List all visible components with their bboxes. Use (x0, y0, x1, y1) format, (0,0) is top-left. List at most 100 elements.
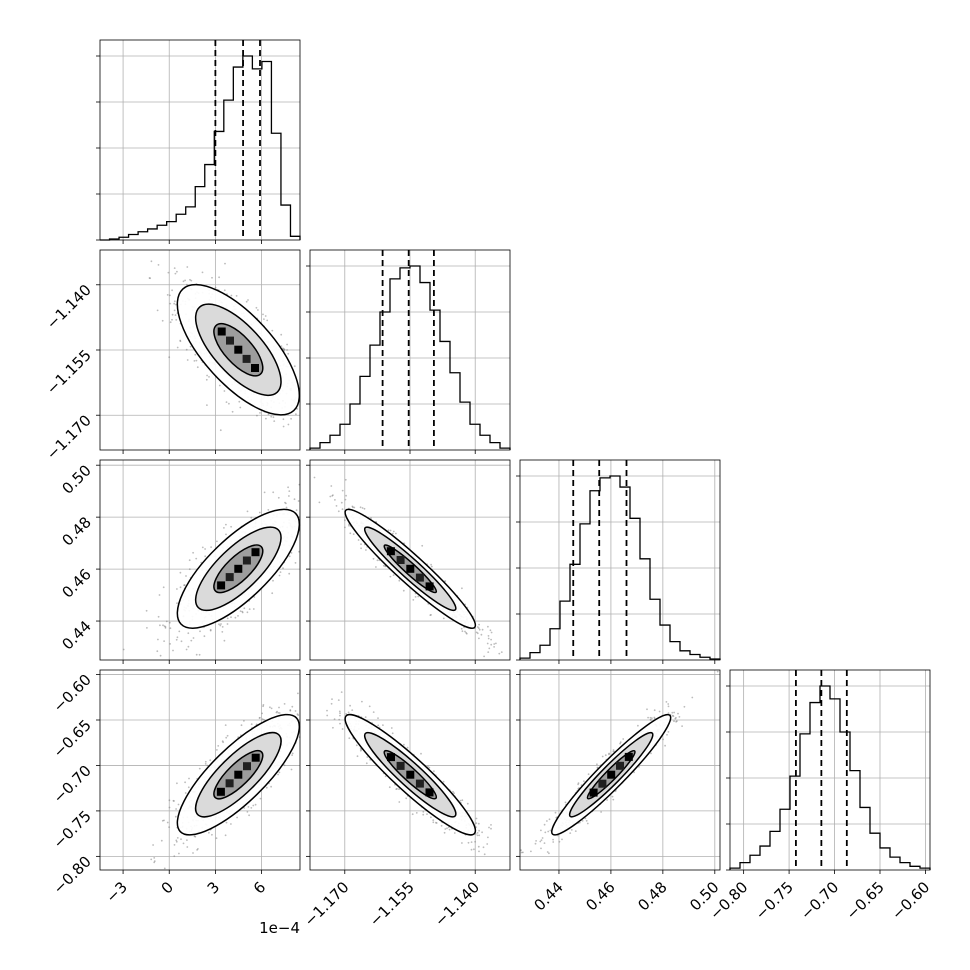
sample-point (298, 550, 300, 553)
sample-point (347, 711, 350, 714)
sample-point (258, 717, 261, 719)
y-tick-label: −1.140 (43, 281, 95, 333)
sample-point (163, 625, 166, 627)
sample-point (442, 617, 445, 620)
sample-point (475, 822, 478, 825)
sample-point (430, 565, 433, 568)
sample-point (412, 599, 415, 601)
sample-point (417, 595, 420, 598)
sample-point (176, 270, 178, 273)
sample-point (246, 811, 249, 813)
sample-point (261, 712, 263, 715)
sample-point (415, 812, 418, 814)
sample-point (122, 648, 125, 651)
sample-point (277, 496, 280, 499)
sample-point (348, 524, 350, 527)
density-cell (406, 770, 415, 779)
sample-point (480, 633, 483, 636)
sample-point (473, 848, 475, 851)
sample-point (483, 853, 486, 856)
x-tick-label: −0.70 (797, 878, 842, 923)
sample-point (349, 532, 352, 535)
sample-point (245, 300, 248, 303)
sample-point (175, 638, 178, 641)
sample-point (318, 501, 321, 504)
sample-point (422, 810, 425, 813)
sample-point (344, 526, 346, 529)
sample-point (488, 826, 490, 829)
sample-point (192, 551, 195, 554)
sample-point (604, 754, 607, 757)
sample-point (389, 575, 392, 578)
sample-point (334, 499, 336, 501)
sample-point (150, 858, 153, 861)
sample-point (271, 592, 274, 595)
sample-point (269, 706, 271, 709)
x-tick-label: −1.140 (431, 878, 483, 930)
sample-point (195, 557, 198, 560)
sample-point (372, 711, 375, 713)
y-tick-label: −0.80 (50, 852, 95, 897)
histogram-panel (310, 250, 510, 450)
sample-point (368, 705, 371, 708)
sample-point (174, 272, 177, 275)
sample-point (201, 546, 204, 549)
sample-point (153, 857, 156, 859)
sample-point (287, 486, 289, 489)
density-cell (425, 788, 434, 797)
sample-point (486, 843, 489, 845)
sample-point (196, 849, 199, 851)
sample-point (287, 352, 290, 355)
sample-point (290, 552, 293, 554)
density-cell (226, 336, 234, 345)
sample-point (262, 313, 264, 316)
sample-point (282, 347, 284, 350)
sample-point (490, 824, 492, 826)
sample-point (264, 315, 267, 317)
sample-point (220, 623, 222, 625)
sample-point (395, 532, 397, 535)
sample-point (331, 698, 333, 700)
sample-point (186, 839, 188, 841)
sample-point (291, 705, 294, 708)
sample-point (185, 575, 187, 577)
density-cell (225, 573, 234, 582)
sample-point (486, 642, 489, 645)
y-tick-label: −1.170 (43, 411, 95, 463)
sample-point (193, 360, 196, 362)
sample-point (490, 638, 492, 641)
sample-point (172, 649, 174, 652)
sample-point (658, 710, 661, 713)
axes-frame (99, 39, 301, 241)
sample-point (691, 696, 694, 699)
sample-point (256, 414, 258, 417)
sample-point (174, 815, 177, 818)
sample-point (163, 640, 166, 642)
sample-point (183, 584, 186, 587)
sample-point (339, 714, 341, 717)
sample-point (221, 631, 224, 633)
sample-point (282, 567, 284, 570)
sample-point (225, 821, 228, 824)
sample-point (209, 628, 212, 631)
histogram-step (309, 265, 511, 450)
sample-point (476, 832, 479, 834)
sample-point (330, 702, 333, 705)
sample-point (286, 343, 288, 346)
sample-point (173, 844, 176, 846)
x-tick-label: −1.170 (301, 878, 353, 930)
sample-point (338, 710, 341, 713)
sample-point (234, 616, 237, 619)
density-cell (242, 556, 251, 565)
sample-point (405, 797, 408, 800)
sample-point (570, 829, 573, 831)
density-cell (425, 582, 434, 591)
sample-point (241, 610, 244, 613)
sample-point (198, 767, 201, 770)
sample-point (175, 319, 178, 321)
density-cell (396, 761, 405, 770)
density-cell (415, 779, 424, 788)
sample-point (476, 834, 479, 837)
sample-point (161, 319, 164, 322)
sample-point (186, 359, 189, 361)
